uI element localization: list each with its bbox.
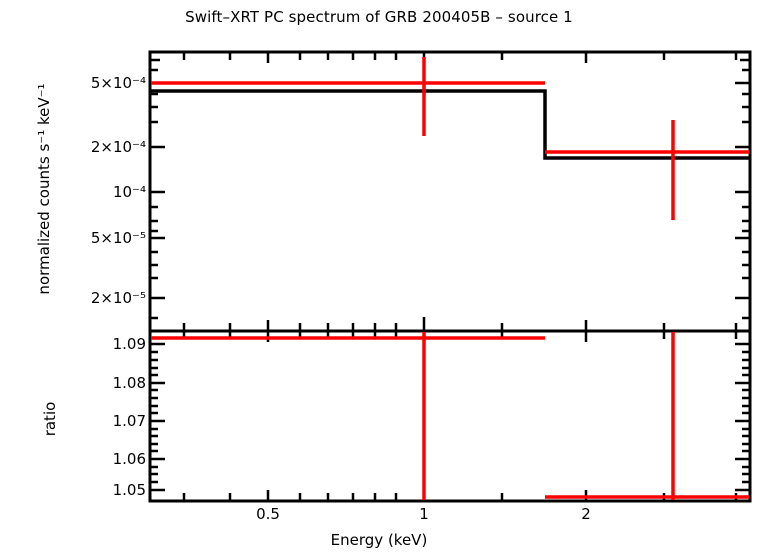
x-tick-label-0: 0.5 — [256, 505, 280, 523]
x-tick-label-2: 2 — [581, 505, 591, 523]
main-panel-frame — [148, 50, 752, 333]
main-panel-tickmarks — [151, 53, 749, 330]
data-points-ratio — [151, 332, 749, 500]
chart-title: Swift–XRT PC spectrum of GRB 200405B – s… — [185, 8, 573, 26]
model-curve-spectrum — [151, 89, 749, 160]
x-axis-label: Energy (keV) — [330, 531, 428, 549]
data-points-spectrum — [151, 57, 749, 220]
ratio-panel-frame — [148, 329, 752, 503]
x-tick-label-1: 1 — [419, 505, 429, 523]
ratio-panel-tickmarks — [151, 332, 749, 500]
